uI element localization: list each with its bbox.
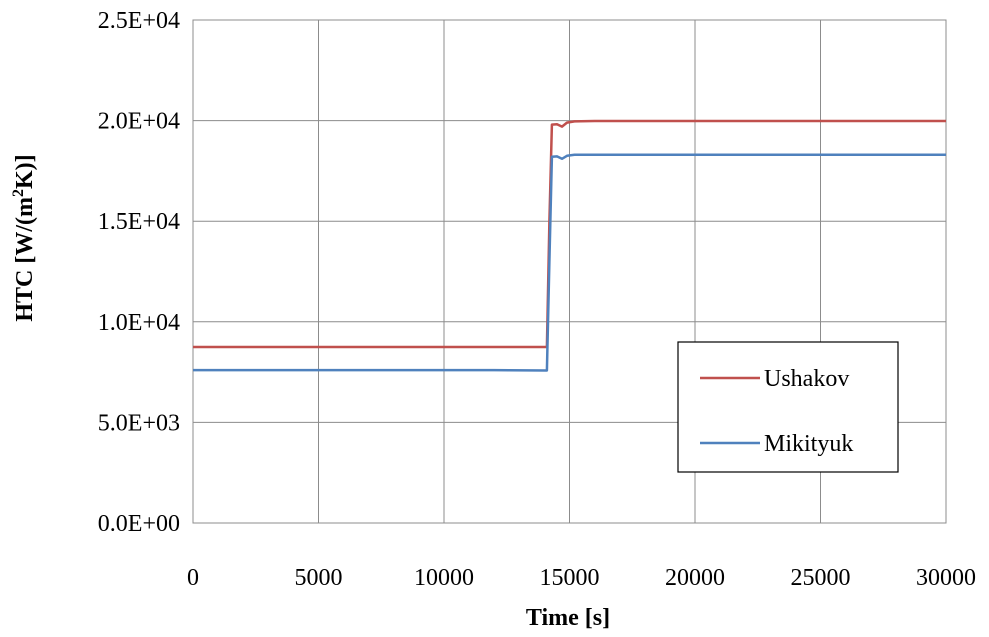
y-axis-title-superscript: 2 bbox=[10, 189, 27, 197]
legend: Ushakov Mikityuk bbox=[677, 341, 899, 473]
legend-label-mikityuk: Mikityuk bbox=[764, 431, 853, 457]
x-tick-label: 5000 bbox=[295, 565, 343, 591]
y-axis-title-end: K)] bbox=[12, 154, 38, 189]
x-tick-label: 0 bbox=[187, 565, 199, 591]
y-tick-label: 2.5E+04 bbox=[98, 8, 180, 34]
x-tick-label: 20000 bbox=[665, 565, 725, 591]
y-axis-tick-labels: 0.0E+00 5.0E+03 1.0E+04 1.5E+04 2.0E+04 2.5E+… bbox=[98, 8, 180, 537]
y-tick-label: 0.0E+00 bbox=[98, 511, 180, 537]
legend-box bbox=[677, 341, 899, 473]
x-tick-label: 30000 bbox=[916, 565, 976, 591]
plot-area-frame bbox=[192, 19, 947, 524]
y-axis-title: HTC [W/(m2K)] bbox=[10, 154, 38, 321]
series-lines bbox=[193, 119, 946, 372]
series-line-mikityuk bbox=[193, 153, 946, 372]
x-tick-label: 25000 bbox=[791, 565, 851, 591]
y-tick-label: 2.0E+04 bbox=[98, 109, 180, 135]
x-tick-label: 10000 bbox=[414, 565, 474, 591]
x-axis-tick-labels: 0 5000 10000 15000 20000 25000 30000 bbox=[187, 565, 976, 591]
y-tick-label: 5.0E+03 bbox=[98, 410, 180, 436]
y-tick-label: 1.5E+04 bbox=[98, 209, 180, 235]
legend-label-ushakov: Ushakov bbox=[764, 366, 849, 392]
x-axis-title: Time [s] bbox=[526, 605, 610, 631]
y-tick-label: 1.0E+04 bbox=[98, 310, 180, 336]
y-axis-title-main: HTC [W/(m bbox=[12, 197, 38, 322]
x-tick-label: 15000 bbox=[540, 565, 600, 591]
